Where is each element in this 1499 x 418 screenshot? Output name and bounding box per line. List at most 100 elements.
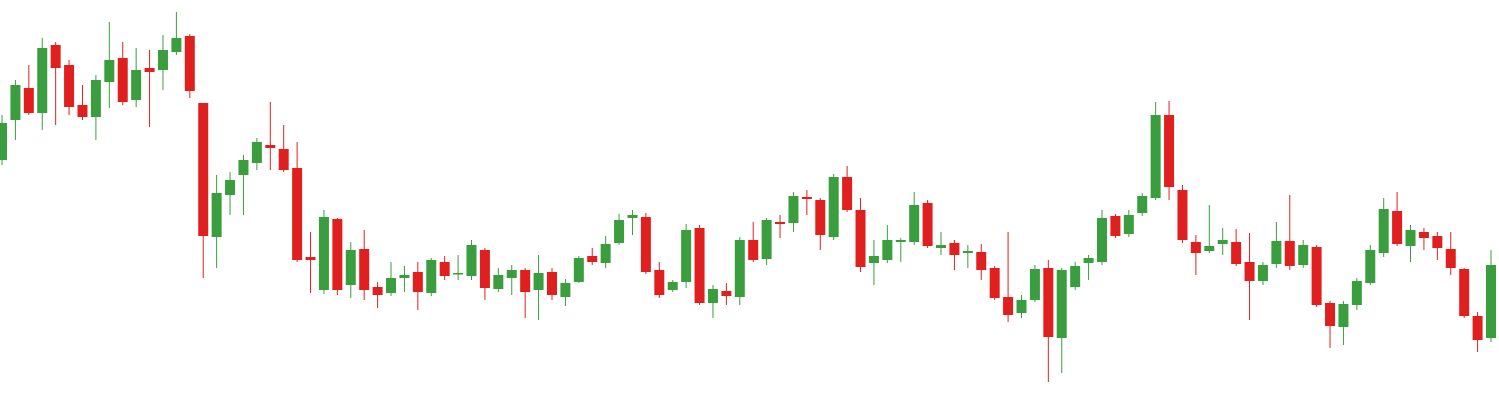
candle-body — [305, 257, 316, 260]
candle-body — [493, 275, 504, 289]
candle-body — [761, 220, 772, 259]
candle-body — [1137, 196, 1148, 213]
candle-body — [426, 260, 437, 293]
candle-body — [1311, 247, 1322, 305]
candle-body — [157, 50, 168, 70]
candle-body — [1298, 245, 1309, 265]
candle-body — [184, 36, 195, 91]
candle-body — [64, 65, 75, 107]
candle-body — [198, 103, 209, 236]
candle-body — [748, 240, 759, 260]
candle-body — [775, 222, 786, 224]
candle-body — [1096, 218, 1107, 262]
candle-body — [225, 180, 236, 195]
candle-body — [1445, 249, 1456, 268]
candle-body — [707, 289, 718, 303]
candle-body — [144, 68, 155, 72]
candle-body — [1164, 115, 1175, 187]
candle-body — [50, 45, 61, 68]
candle-body — [1284, 241, 1295, 266]
candle-body — [171, 38, 182, 52]
candle-body — [842, 177, 853, 210]
candle-body — [936, 245, 947, 248]
candle-body — [1204, 246, 1215, 251]
candle-body — [801, 197, 812, 199]
candle-body — [546, 272, 557, 295]
candle-body — [560, 283, 571, 297]
candle-body — [1016, 300, 1027, 313]
candle-body — [1257, 265, 1268, 281]
candle-body — [1459, 269, 1470, 316]
candle-body — [399, 275, 410, 278]
candle-body — [278, 149, 289, 170]
candle-body — [895, 240, 906, 242]
candle-body — [734, 240, 745, 297]
candle-body — [627, 215, 638, 218]
candle-body — [1244, 262, 1255, 281]
candle-body — [855, 210, 866, 267]
candle-body — [131, 70, 142, 100]
candle-body — [614, 220, 625, 243]
candle-body — [1351, 281, 1362, 305]
candle-body — [453, 273, 464, 275]
candle-body — [520, 270, 531, 292]
candle-body — [479, 250, 490, 288]
candle-body — [868, 256, 879, 263]
candle-body — [0, 123, 7, 160]
candle-body — [117, 58, 128, 102]
candle-body — [1150, 115, 1161, 198]
candle-body — [1190, 242, 1201, 253]
candle-body — [989, 268, 1000, 298]
candle-body — [332, 219, 343, 290]
candle-body — [506, 270, 517, 278]
candle-body — [1392, 211, 1403, 244]
candle-body — [10, 85, 21, 120]
candle-body — [828, 177, 839, 237]
candle-body — [949, 243, 960, 255]
candle-body — [1418, 232, 1429, 238]
candle-body — [412, 272, 423, 292]
candle-body — [23, 88, 34, 113]
candle-body — [1177, 190, 1188, 240]
candle-body — [976, 252, 987, 270]
candle-body — [1003, 297, 1014, 315]
candle-body — [90, 80, 101, 117]
candle-body — [882, 240, 893, 260]
candle-body — [573, 258, 584, 282]
candle-body — [292, 168, 303, 260]
candle-body — [600, 244, 611, 263]
candle-body — [1043, 268, 1054, 337]
candle-body — [345, 250, 356, 285]
candle-body — [654, 270, 665, 295]
candle-body — [1432, 236, 1443, 248]
candle-body — [1029, 269, 1040, 300]
candle-body — [922, 203, 933, 246]
candle-body — [265, 145, 276, 148]
candle-body — [721, 291, 732, 296]
candle-body — [1110, 216, 1121, 236]
candle-body — [1472, 316, 1483, 340]
candle-body — [1486, 265, 1496, 338]
candle-body — [1231, 242, 1242, 264]
candle-body — [667, 282, 678, 290]
candle-body — [1070, 266, 1081, 287]
candle-body — [211, 193, 222, 237]
candle-body — [1405, 230, 1416, 246]
candle-body — [251, 142, 262, 163]
candle-body — [1338, 304, 1349, 327]
candle-body — [909, 205, 920, 242]
candle-body — [533, 273, 544, 290]
candle-body — [587, 256, 598, 262]
candle-body — [466, 245, 477, 276]
candle-body — [1083, 258, 1094, 263]
candle-body — [1325, 303, 1336, 326]
candle-body — [1056, 270, 1067, 338]
candle-body — [1365, 250, 1376, 283]
candle-body — [359, 249, 370, 290]
candle-body — [318, 217, 329, 290]
candle-body — [640, 217, 651, 272]
candle-body — [104, 60, 115, 82]
candle-body — [815, 200, 826, 235]
